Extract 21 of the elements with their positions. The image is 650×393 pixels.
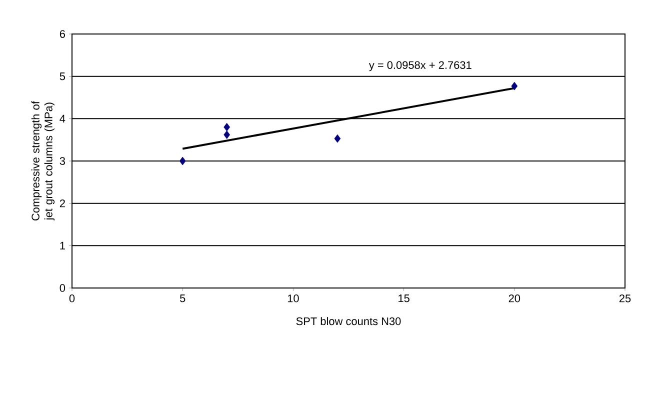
y-tick-label: 3 [60,157,66,165]
y-tick-label: 1 [60,242,65,250]
point [179,156,186,166]
x-tick-label: 15 [398,294,410,302]
annotation: y = 0.0958x + 2.7631 [368,61,472,72]
y-axis-title: Compressive strength of jet grout columns (MPa) [31,101,55,220]
point [224,130,230,139]
point [224,122,230,132]
x-tick-label: 25 [619,294,631,302]
y-tick-label: 2 [60,200,65,208]
point [334,134,341,143]
y-tick-label: 6 [60,30,66,38]
y-tick-label: 5 [60,72,66,80]
y-tick-label: 0 [60,284,66,292]
y-tick-label: 4 [60,114,66,122]
point [511,82,518,90]
x-tick-label: 20 [508,294,520,302]
x-tick-label: 10 [288,294,299,302]
x-axis-title: SPT blow counts N30 [296,317,401,326]
x-tick-label: 0 [69,294,75,302]
x-tick-label: 5 [180,294,186,302]
